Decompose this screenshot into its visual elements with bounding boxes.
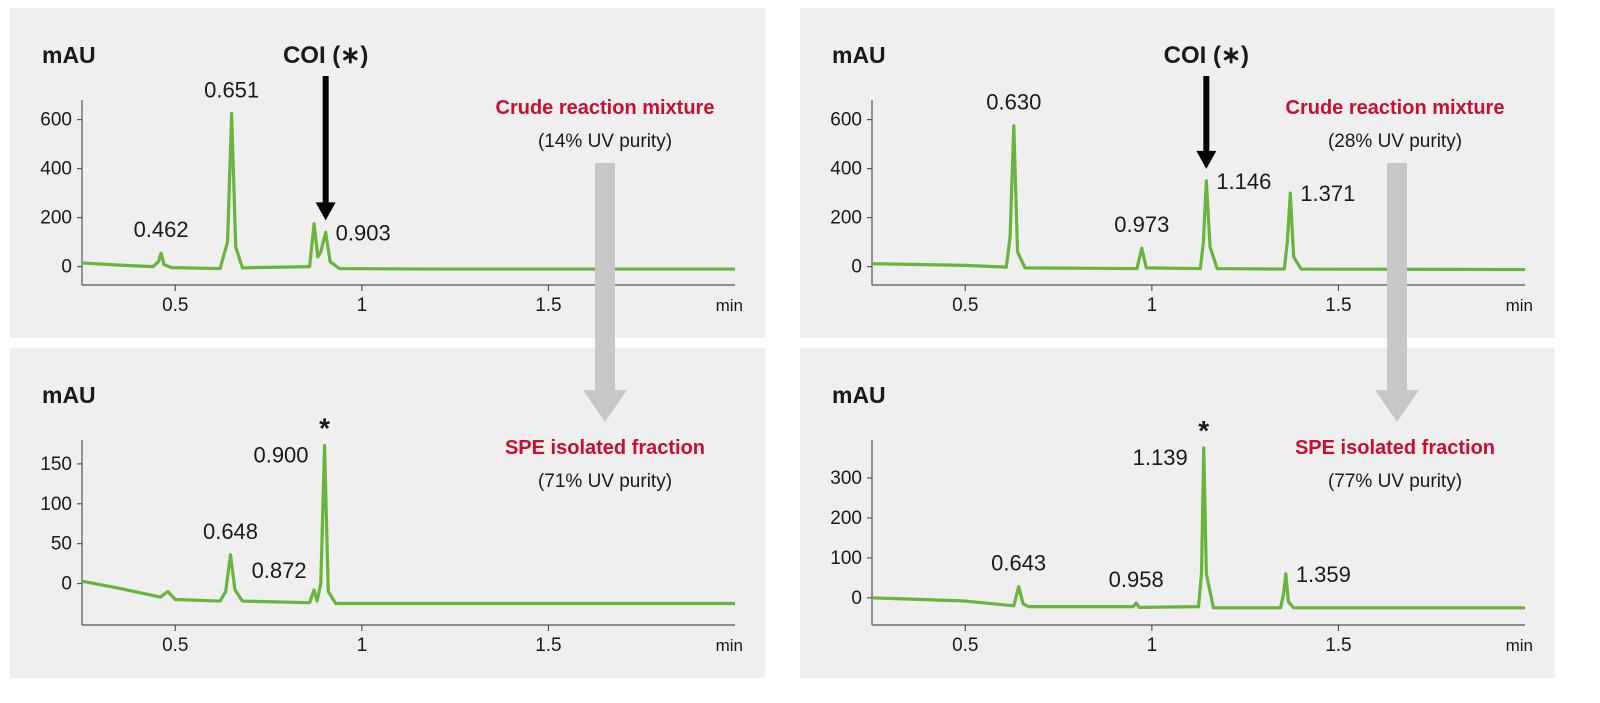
x-tick-label: 1.5 — [535, 295, 561, 316]
panel-background — [10, 348, 765, 678]
peak-label: 1.371 — [1300, 181, 1355, 206]
chart-subtitle: (28% UV purity) — [1328, 131, 1462, 152]
panel-background — [800, 348, 1555, 678]
y-tick-label: 300 — [830, 468, 862, 489]
peak-label: 0.643 — [991, 551, 1046, 576]
annotation-arrowhead — [1196, 150, 1217, 169]
panels: 0 200 400 600 0.5 1 1.5 min mAU Crude reaction mi… — [10, 8, 1555, 678]
panel: 0 100 200 300 0.5 1 1.5 min mAU SPE isolated frac… — [800, 348, 1555, 678]
flow-arrows — [583, 163, 1419, 422]
peak-label: 0.872 — [252, 558, 307, 583]
y-tick-label: 400 — [830, 159, 862, 180]
x-tick-label: 1.5 — [535, 635, 561, 656]
x-tick-label: 0.5 — [952, 635, 978, 656]
y-axis-label: mAU — [832, 382, 886, 408]
trace — [81, 443, 735, 606]
trace — [871, 124, 1526, 272]
x-tick-label: 1.5 — [1325, 295, 1351, 316]
chart-title: Crude reaction mixture — [496, 97, 715, 119]
peak-label: 0.462 — [134, 217, 189, 242]
x-axis-label: min — [1506, 296, 1533, 315]
y-tick-label: 600 — [830, 110, 862, 131]
chart-subtitle: (14% UV purity) — [538, 131, 672, 152]
x-tick-label: 0.5 — [162, 635, 188, 656]
y-tick-label: 0 — [851, 588, 862, 609]
y-tick-label: 400 — [40, 159, 72, 180]
y-tick-label: 100 — [40, 494, 72, 515]
trace — [871, 446, 1525, 610]
peak-label: 0.903 — [336, 220, 391, 245]
flow-arrow-shaft — [595, 163, 615, 391]
peak-label: 0.651 — [204, 77, 259, 102]
panel: 0 200 400 600 0.5 1 1.5 min mAU Crude reaction mi… — [10, 8, 765, 338]
chart-subtitle: (71% UV purity) — [538, 471, 672, 492]
chart-title: SPE isolated fraction — [1295, 437, 1495, 459]
peak-label: 1.359 — [1296, 562, 1351, 587]
y-axis-label: mAU — [42, 382, 96, 408]
flow-arrow-head — [583, 390, 627, 422]
peak-label: 0.973 — [1114, 212, 1169, 237]
peak-label: 0.900 — [253, 443, 308, 468]
annotation-text: COI (∗) — [283, 42, 368, 69]
x-tick-label: 1 — [1147, 635, 1158, 656]
panel: 0 200 400 600 0.5 1 1.5 min mAU Crude reaction mi… — [800, 8, 1555, 338]
chart-subtitle: (77% UV purity) — [1328, 471, 1462, 492]
y-tick-label: 50 — [51, 534, 72, 555]
y-axis-label: mAU — [832, 42, 886, 68]
y-tick-label: 150 — [40, 454, 72, 475]
peak-label: 1.139 — [1133, 445, 1188, 470]
y-axis-label: mAU — [42, 42, 96, 68]
chart-title: Crude reaction mixture — [1286, 97, 1505, 119]
x-axis-label: min — [716, 636, 743, 655]
annotation-text: COI (∗) — [1164, 42, 1249, 69]
annotation-arrowhead — [315, 202, 336, 221]
y-tick-label: 200 — [830, 208, 862, 229]
chart-title: SPE isolated fraction — [505, 437, 705, 459]
panel: 0 50 100 150 0.5 1 1.5 min mAU SPE isolated fract… — [10, 348, 765, 678]
peak-label: 0.630 — [986, 90, 1041, 115]
y-tick-label: 200 — [830, 508, 862, 529]
x-tick-label: 1 — [357, 635, 368, 656]
y-tick-label: 0 — [61, 574, 72, 595]
annotation-text: * — [319, 413, 330, 444]
panel-background — [800, 8, 1555, 338]
y-tick-label: 200 — [40, 208, 72, 229]
panel-background — [10, 8, 765, 338]
y-tick-label: 0 — [851, 257, 862, 278]
y-tick-label: 100 — [830, 548, 862, 569]
flow-arrow-head — [1375, 390, 1419, 422]
trace — [81, 111, 735, 271]
peak-label: 1.146 — [1216, 169, 1271, 194]
y-tick-label: 600 — [40, 110, 72, 131]
x-tick-label: 1.5 — [1325, 635, 1351, 656]
peak-label: 0.958 — [1109, 567, 1164, 592]
annotation-text: * — [1198, 415, 1209, 446]
flow-arrow-shaft — [1387, 163, 1407, 391]
y-tick-label: 0 — [61, 257, 72, 278]
x-tick-label: 1 — [1147, 295, 1158, 316]
x-tick-label: 0.5 — [952, 295, 978, 316]
x-tick-label: 1 — [357, 295, 368, 316]
x-axis-label: min — [716, 296, 743, 315]
x-axis-label: min — [1506, 636, 1533, 655]
x-tick-label: 0.5 — [162, 295, 188, 316]
peak-label: 0.648 — [203, 519, 258, 544]
